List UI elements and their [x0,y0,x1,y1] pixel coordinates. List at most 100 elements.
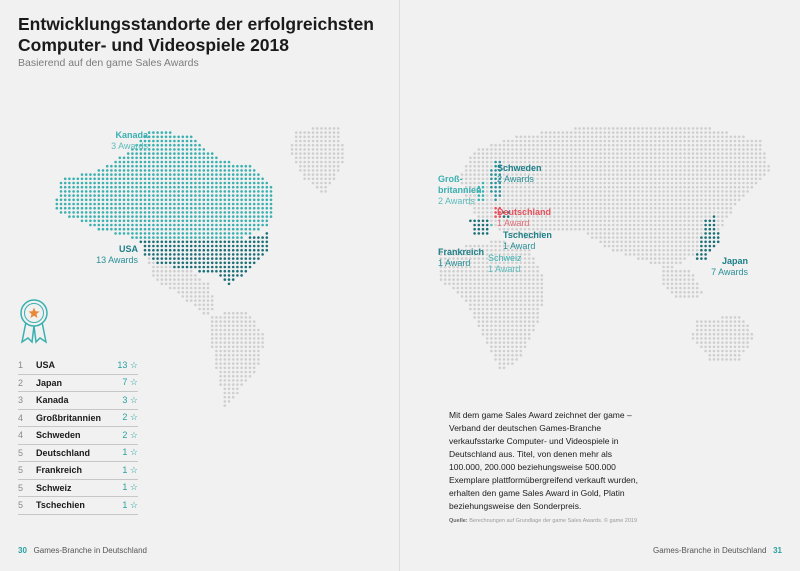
land-dot [700,223,703,227]
land-dot [464,177,468,181]
land-dot [620,236,623,239]
canada-dot [168,177,172,181]
ranking-row: 1 USA 13 ☆ [18,357,138,375]
canada-dot [227,173,231,176]
land-dot [485,328,489,332]
land-dot [628,206,632,210]
japan-dot [712,236,716,239]
land-dot [670,173,674,176]
germany-dot [498,215,502,218]
land-dot [750,185,754,189]
land-dot [231,395,235,399]
canada-dot [177,185,180,189]
land-dot [223,374,227,378]
land-dot [683,131,686,134]
canada-dot [177,156,180,160]
canada-dot [135,194,138,197]
land-dot [502,299,506,302]
canada-dot [227,194,231,197]
land-dot [189,269,193,273]
land-dot [202,311,206,315]
land-dot [469,274,472,277]
land-dot [561,211,565,214]
land-dot [565,131,569,134]
land-dot [729,139,733,143]
ranking-rank: 5 [18,479,36,497]
land-dot [477,274,481,277]
canada-dot [143,206,147,210]
land-dot [632,143,636,147]
canada-dot [101,177,105,181]
japan-dot [708,223,712,227]
land-dot [624,131,628,134]
land-dot [553,143,556,147]
land-dot [532,173,535,176]
sweden-dot [490,177,493,181]
usa-dot [198,265,201,269]
usa-dot [240,265,243,269]
canada-dot [156,177,159,181]
land-dot [674,206,678,210]
land-dot [490,282,493,286]
land-dot [231,353,235,357]
usa-dot [206,257,210,260]
land-dot [695,211,699,214]
land-dot [215,320,218,323]
land-dot [498,290,502,294]
canada-dot [206,227,210,231]
land-dot [527,211,531,214]
canada-dot [152,131,155,134]
land-dot [624,185,628,189]
land-dot [548,148,552,151]
canada-dot [223,206,227,210]
land-dot [498,248,502,252]
land-dot [624,211,628,214]
canada-dot [139,185,143,189]
land-dot [544,148,548,151]
germany-dot [494,215,497,218]
land-dot [502,311,506,315]
germany-dot [494,206,497,210]
land-dot [494,248,497,252]
land-dot [315,148,319,151]
canada-dot [240,177,243,181]
canada-dot [114,227,117,231]
usa-dot [244,257,248,260]
land-dot [607,181,611,185]
usa-dot [219,257,222,260]
land-dot [490,303,493,307]
land-dot [595,164,598,168]
land-dot [687,131,691,134]
land-dot [687,219,691,223]
land-dot [502,181,506,185]
land-dot [485,177,489,181]
land-dot [590,232,594,235]
canada-dot [101,198,105,202]
land-dot [687,160,691,164]
land-dot [481,274,485,277]
land-dot [729,341,733,344]
canada-dot [156,156,159,160]
land-dot [674,169,678,172]
land-dot [469,202,472,206]
canada-dot [156,236,159,239]
land-dot [586,164,590,168]
ranking-country: Schweden [36,426,114,445]
usa-dot [181,265,185,269]
land-dot [742,345,745,349]
canada-dot [164,215,168,218]
canada-dot [244,177,248,181]
land-dot [607,127,611,130]
land-dot [527,307,531,311]
canada-dot [240,211,243,214]
land-dot [519,198,523,202]
land-dot [666,160,670,164]
land-dot [754,173,758,176]
canada-dot [227,219,231,223]
land-dot [506,194,510,197]
land-dot [194,274,197,277]
canada-dot [164,131,168,134]
land-dot [666,211,670,214]
land-dot [645,227,649,231]
canada-dot [101,223,105,227]
